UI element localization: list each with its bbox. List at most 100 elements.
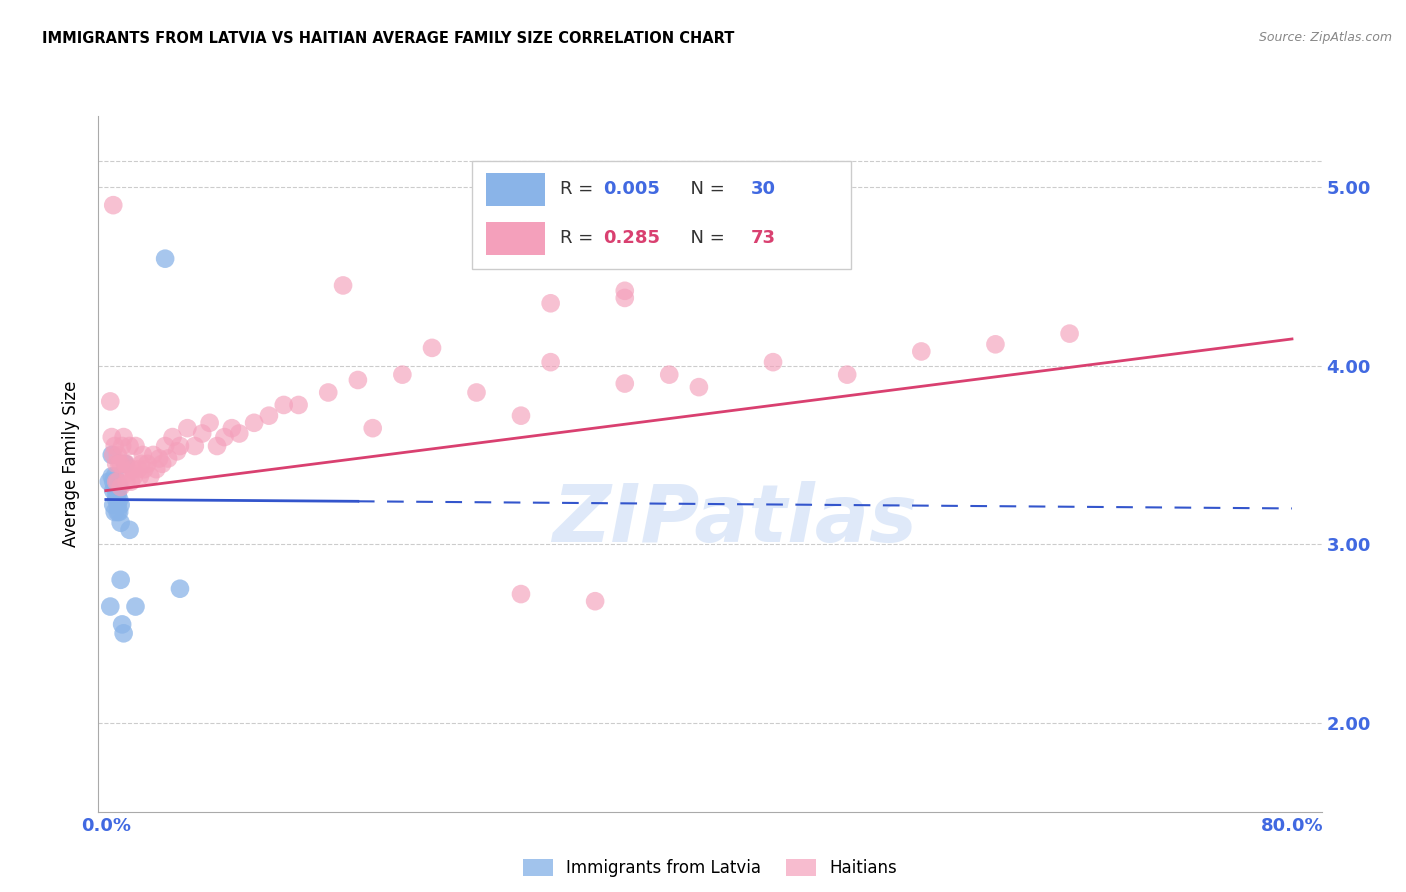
Point [115,457,138,471]
Point [124,439,146,453]
Text: 30: 30 [751,180,775,198]
Point [103,198,125,212]
Point [273,398,295,412]
Point [117,466,139,480]
Point [103,448,125,462]
Point [104,469,127,483]
Point [131,457,153,471]
Point [110,457,132,471]
FancyBboxPatch shape [486,173,546,206]
Point [110,498,132,512]
Point [688,380,710,394]
Point [148,451,170,466]
Point [162,430,184,444]
Point [153,439,176,453]
Point [762,355,785,369]
Point [100,469,122,483]
Point [105,487,128,501]
Point [176,421,198,435]
Point [243,416,266,430]
Point [100,430,122,444]
Point [98,394,121,409]
Text: Source: ZipAtlas.com: Source: ZipAtlas.com [1258,31,1392,45]
Point [169,582,191,596]
Point [118,523,141,537]
Point [205,439,228,453]
Point [105,492,128,507]
Point [139,469,162,483]
Point [287,398,309,412]
FancyBboxPatch shape [471,161,851,269]
Point [110,516,132,530]
Point [613,284,636,298]
Point [121,462,143,476]
Point [124,599,146,614]
Point [198,416,221,430]
Point [108,505,131,519]
Text: 73: 73 [751,228,775,247]
Point [465,385,488,400]
Point [104,505,127,519]
Point [136,457,159,471]
Y-axis label: Average Family Size: Average Family Size [62,381,80,547]
Text: IMMIGRANTS FROM LATVIA VS HAITIAN AVERAGE FAMILY SIZE CORRELATION CHART: IMMIGRANTS FROM LATVIA VS HAITIAN AVERAG… [42,31,734,46]
Point [157,451,180,466]
Point [316,385,339,400]
Point [658,368,681,382]
Point [97,475,120,489]
Point [132,448,155,462]
Point [910,344,932,359]
Point [110,573,132,587]
Point [583,594,606,608]
Point [347,373,370,387]
Point [112,626,135,640]
Point [111,617,134,632]
Point [114,457,136,471]
Point [115,475,138,489]
Point [984,337,1007,351]
Point [103,475,125,489]
Text: N =: N = [679,180,731,198]
Point [104,439,127,453]
Point [107,498,129,512]
Point [214,430,236,444]
Point [111,439,134,453]
Point [134,462,156,476]
Point [105,475,128,489]
Point [127,462,149,476]
Point [540,355,562,369]
Text: N =: N = [679,228,731,247]
Point [613,291,636,305]
Point [112,430,135,444]
Point [103,483,125,498]
Point [169,439,191,453]
Point [120,475,142,489]
Point [1059,326,1081,341]
Point [257,409,280,423]
FancyBboxPatch shape [486,222,546,255]
Point [108,480,131,494]
Text: R =: R = [560,180,599,198]
Point [510,587,533,601]
Point [228,426,250,441]
Point [129,469,152,483]
Text: 0.285: 0.285 [603,228,661,247]
Point [613,376,636,391]
Point [105,457,128,471]
Legend: Immigrants from Latvia, Haitians: Immigrants from Latvia, Haitians [516,852,904,883]
Point [108,457,131,471]
Point [150,457,173,471]
Point [145,462,167,476]
Point [166,444,188,458]
Text: ZIPatlas: ZIPatlas [553,481,917,558]
Point [107,480,129,494]
Point [110,480,132,494]
Point [107,475,129,489]
Point [332,278,354,293]
Point [108,492,131,507]
Point [107,448,129,462]
Point [104,480,127,494]
Point [221,421,243,435]
Point [105,475,128,489]
Point [837,368,859,382]
